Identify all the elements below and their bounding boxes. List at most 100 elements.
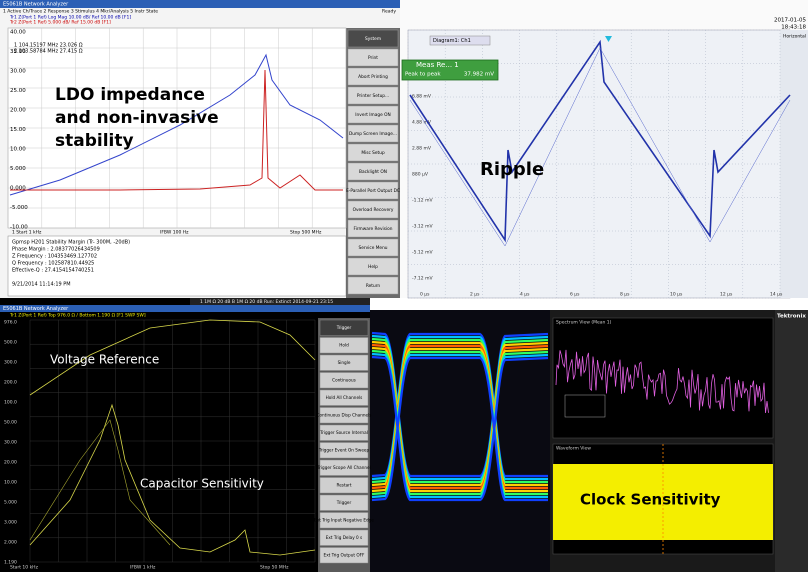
softkey[interactable]	[347, 48, 399, 67]
status-bar	[190, 298, 370, 305]
window-title: E5061B Network Analyzer	[3, 306, 69, 312]
analysis-line: Gpmsp H201 Stability Margin (Tr- 300M, -…	[12, 240, 130, 246]
brand: Tektronix	[777, 314, 806, 320]
softkey[interactable]	[347, 238, 399, 257]
softkey[interactable]	[347, 257, 399, 276]
softkey[interactable]	[347, 105, 399, 124]
y-tick-label: 4.88 mV	[412, 120, 432, 126]
y-tick-label: -10.00	[10, 225, 28, 231]
marker-readout: 1 104.15197 MHz 23.026 Ω	[14, 43, 83, 49]
spectrum-trace	[555, 349, 769, 414]
side-panel	[775, 310, 808, 572]
y-tick-label: 3.000	[4, 520, 17, 526]
softkey[interactable]	[347, 276, 399, 295]
softkey-label: Return	[366, 283, 381, 289]
zoom-box	[564, 394, 606, 418]
softkey-label: System	[365, 36, 381, 42]
softkey[interactable]	[347, 86, 399, 105]
y-tick-label: 880 µV	[412, 172, 429, 178]
y-tick-label: 500.0	[4, 340, 17, 346]
y-tick-label: -1.12 mV	[412, 198, 433, 204]
softkey-label: Ext Trig Output OFF	[324, 552, 365, 557]
softkey-label: Dump Screen Image...	[349, 131, 397, 137]
y-tick-label: 10.00	[10, 147, 26, 153]
softkey[interactable]	[347, 67, 399, 86]
softkey-label: Single	[338, 360, 351, 365]
softkey[interactable]	[319, 354, 369, 371]
softkey[interactable]	[319, 407, 369, 424]
softkey[interactable]	[319, 424, 369, 441]
softkey[interactable]	[319, 442, 369, 459]
y-tick-label: 30.00	[4, 440, 17, 446]
softkey[interactable]	[347, 219, 399, 238]
softkey[interactable]	[347, 124, 399, 143]
softkey-label: Help	[368, 264, 378, 270]
softkey[interactable]	[319, 494, 369, 511]
tab-label: Diagram1: Ch1	[433, 38, 471, 44]
y-tick-label: 20.00	[4, 460, 17, 466]
x-tick-label: 12 µs	[720, 292, 733, 298]
measure-title: Meas Re... 1	[416, 61, 459, 69]
softkey-label: Hold	[339, 342, 349, 347]
softkey-label: Trigger	[336, 325, 352, 330]
headline: and non-invasive	[55, 108, 219, 128]
softkey-label: Backlight ON	[359, 169, 387, 175]
analysis-line: Z Frequency : 104353469.127702	[12, 254, 97, 260]
y-tick-label: 30.00	[10, 69, 26, 75]
softkey[interactable]	[347, 143, 399, 162]
measure-box	[401, 59, 499, 81]
sweep-stop: Stop 500 MHz	[290, 230, 322, 236]
vref-panel	[0, 298, 370, 572]
softkey-label: E-Parallel Port Output DC	[346, 188, 400, 194]
y-tick-label: 1.190	[4, 560, 17, 566]
trace-header: Tr2 Z(Port 1 Ref) 5.000 dB/ Ref 15.00 dB…	[9, 20, 111, 26]
view-title: Waveform View	[556, 446, 591, 452]
softkey-label: Hold All Channels	[326, 395, 363, 400]
softkey[interactable]	[319, 547, 369, 564]
softkey-label: Ext Trig Delay 0 s	[326, 535, 362, 540]
title-bar	[0, 305, 370, 312]
status-bar-text: 1 1M Ω 20 dB B 1M Ω 20 dB Run: Extinct 2…	[200, 299, 333, 305]
eye-trace	[371, 355, 549, 502]
sweep-stop: Stop 50 MHz	[260, 565, 289, 571]
softkey[interactable]	[319, 319, 369, 336]
softkey[interactable]	[319, 477, 369, 494]
softkey-label: Misc Setup	[361, 150, 385, 156]
eye-trace	[371, 356, 548, 502]
x-tick-label: 2 µs	[470, 292, 480, 298]
y-tick-label: 0.000	[10, 186, 26, 192]
y-tick-label: 2.88 mV	[412, 146, 432, 152]
trace	[409, 39, 791, 243]
datetime: 2017-01-05	[774, 18, 806, 24]
y-tick-label: 976.0	[4, 320, 17, 326]
softkey[interactable]	[319, 529, 369, 546]
tab	[429, 35, 491, 46]
trigger-marker	[605, 36, 612, 42]
analysis-line: Effective-Q : 27.4154154740251	[12, 268, 94, 274]
softkey[interactable]	[319, 512, 369, 529]
ifbw: IFBW 100 Hz	[160, 230, 189, 236]
softkey[interactable]	[319, 372, 369, 389]
softkey[interactable]	[319, 389, 369, 406]
softkey-label: Firmware Revision	[353, 226, 392, 232]
y-tick-label: -5.12 mV	[412, 250, 433, 256]
softkey[interactable]	[347, 29, 399, 48]
x-tick-label: 0 µs	[420, 292, 430, 298]
softkey[interactable]	[347, 200, 399, 219]
softkey-label: Ext Trig Input Negative Edge	[314, 517, 374, 522]
softkey[interactable]	[347, 181, 399, 200]
x-tick-label: 14 µs	[770, 292, 783, 298]
side-panel	[780, 30, 808, 298]
trace-header: Tr1 Z(Port 1 Ref) Top 976.0 Ω / Bottom 1…	[9, 313, 146, 319]
softkey-label: Trigger Source Internal	[319, 430, 368, 435]
softkey[interactable]	[319, 459, 369, 476]
headline: LDO impedance	[55, 85, 205, 105]
headline: Clock Sensitivity	[580, 491, 721, 509]
softkey-label: Trigger Scope All Channel	[316, 465, 371, 470]
softkey[interactable]	[347, 162, 399, 181]
sweep-start: 1 Start 1 kHz	[12, 230, 42, 236]
title-bar	[0, 0, 400, 8]
x-tick-label: 6 µs	[570, 292, 580, 298]
softkey[interactable]	[319, 337, 369, 354]
softkey-label: Continuous	[332, 377, 356, 382]
